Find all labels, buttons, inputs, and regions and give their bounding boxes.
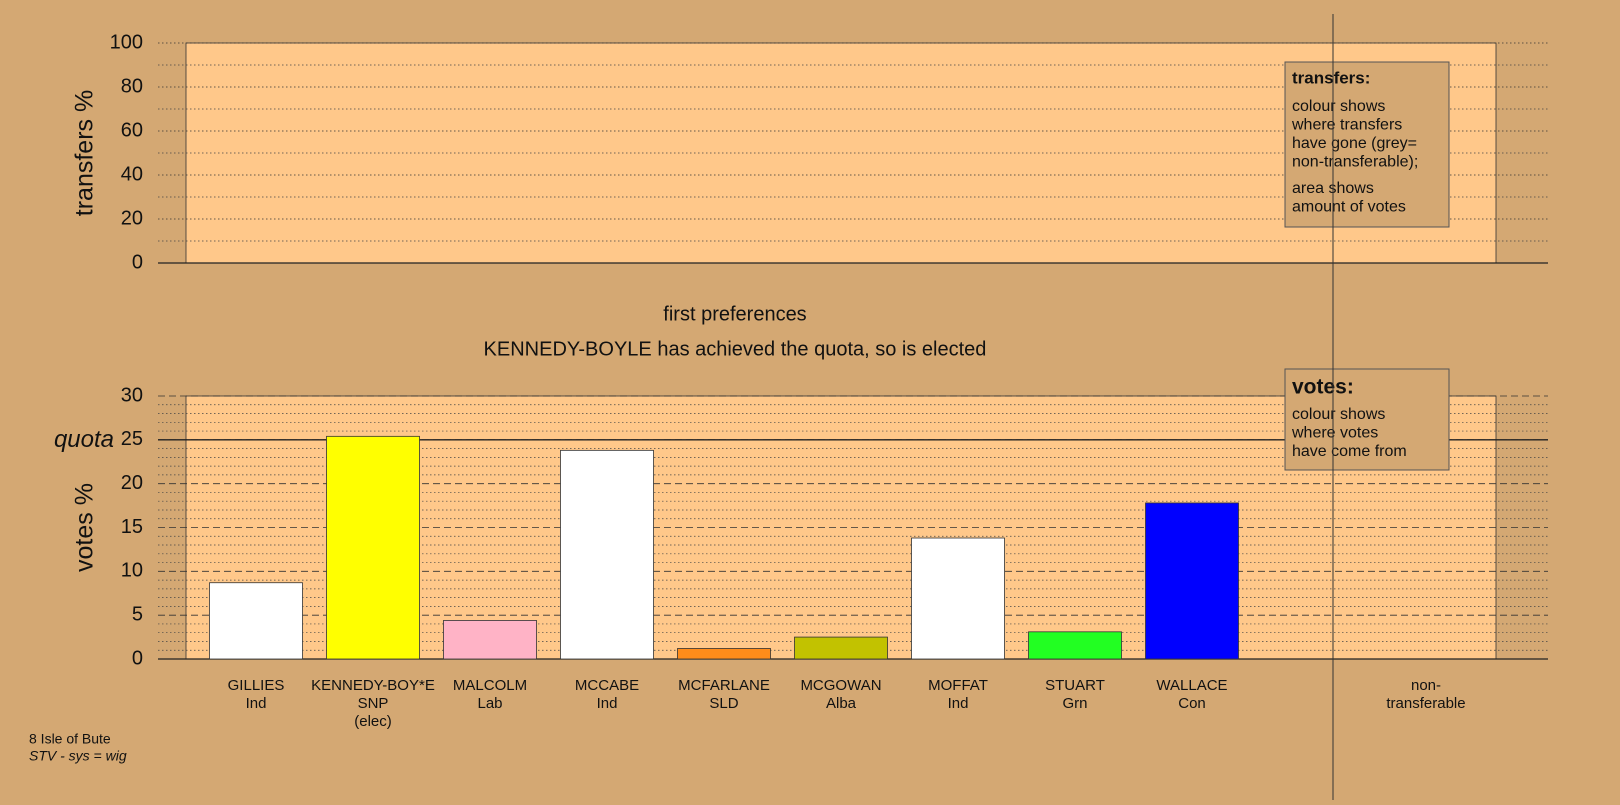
chart-subtitle: KENNEDY-BOYLE has achieved the quota, so… <box>484 338 987 360</box>
bar <box>560 449 654 660</box>
x-tick-label: (elec) <box>354 713 392 730</box>
x-tick-label: Ind <box>597 695 618 712</box>
x-tick-label: SNP <box>358 695 389 712</box>
legend-text: have gone (grey= <box>1292 135 1417 152</box>
y-tick-label: 15 <box>121 516 143 538</box>
y-tick-label: 20 <box>121 207 143 229</box>
bar <box>677 648 771 660</box>
quota-label: quota <box>54 426 114 453</box>
bar <box>326 435 420 660</box>
footer-text: 8 Isle of Bute <box>29 731 111 747</box>
y-tick-label: 30 <box>121 384 143 406</box>
x-tick-label: MOFFAT <box>928 677 988 694</box>
x-tick-label: Ind <box>246 695 267 712</box>
legend-text: where votes <box>1291 425 1378 442</box>
x-tick-label: Grn <box>1062 695 1087 712</box>
x-tick-label: Alba <box>826 695 857 712</box>
x-tick-label: Ind <box>948 695 969 712</box>
x-tick-label: GILLIES <box>228 677 285 694</box>
x-tick-label: Lab <box>477 695 502 712</box>
y-tick-label: 25 <box>121 428 143 450</box>
x-tick-label: MCCABE <box>575 677 639 694</box>
legend-text: have come from <box>1292 443 1407 460</box>
bar <box>1028 631 1122 660</box>
chart-title: first preferences <box>663 303 806 325</box>
y-axis-title: votes % <box>71 483 99 572</box>
x-tick-label: WALLACE <box>1156 677 1227 694</box>
x-tick-label: MCFARLANE <box>678 677 770 694</box>
bar <box>443 620 537 660</box>
legend-text: non-transferable); <box>1292 154 1418 171</box>
legend-box <box>1284 61 1450 228</box>
x-tick-label: KENNEDY-BOY*E <box>311 677 435 694</box>
y-tick-label: 20 <box>121 472 143 494</box>
x-tick-label: MALCOLM <box>453 677 527 694</box>
x-tick-label: MCGOWAN <box>800 677 881 694</box>
x-tick-label: STUART <box>1045 677 1105 694</box>
legend-text: colour shows <box>1292 98 1385 115</box>
legend-text: amount of votes <box>1292 199 1406 216</box>
x-tick-label: non- <box>1411 677 1441 694</box>
legend-box <box>1284 368 1450 471</box>
y-tick-label: 100 <box>110 31 143 53</box>
bar <box>1145 502 1239 660</box>
x-tick-label: Con <box>1178 695 1206 712</box>
y-tick-label: 10 <box>121 560 143 582</box>
y-axis-title: transfers % <box>71 90 99 216</box>
y-tick-label: 5 <box>132 603 143 625</box>
legend-text: colour shows <box>1292 406 1385 423</box>
bar <box>209 582 303 660</box>
y-tick-label: 0 <box>132 647 143 669</box>
legend-title: transfers: <box>1292 68 1370 87</box>
y-tick-label: 0 <box>132 251 143 273</box>
y-tick-label: 80 <box>121 75 143 97</box>
plot-area <box>185 42 1497 264</box>
y-tick-label: 40 <box>121 163 143 185</box>
bar <box>794 636 888 660</box>
legend-text: where transfers <box>1291 117 1402 134</box>
footer-text: STV - sys = wig <box>29 748 127 764</box>
bar <box>911 537 1005 660</box>
x-tick-label: SLD <box>709 695 738 712</box>
x-tick-label: transferable <box>1386 695 1465 712</box>
y-tick-label: 60 <box>121 119 143 141</box>
legend-title: votes: <box>1292 376 1354 399</box>
